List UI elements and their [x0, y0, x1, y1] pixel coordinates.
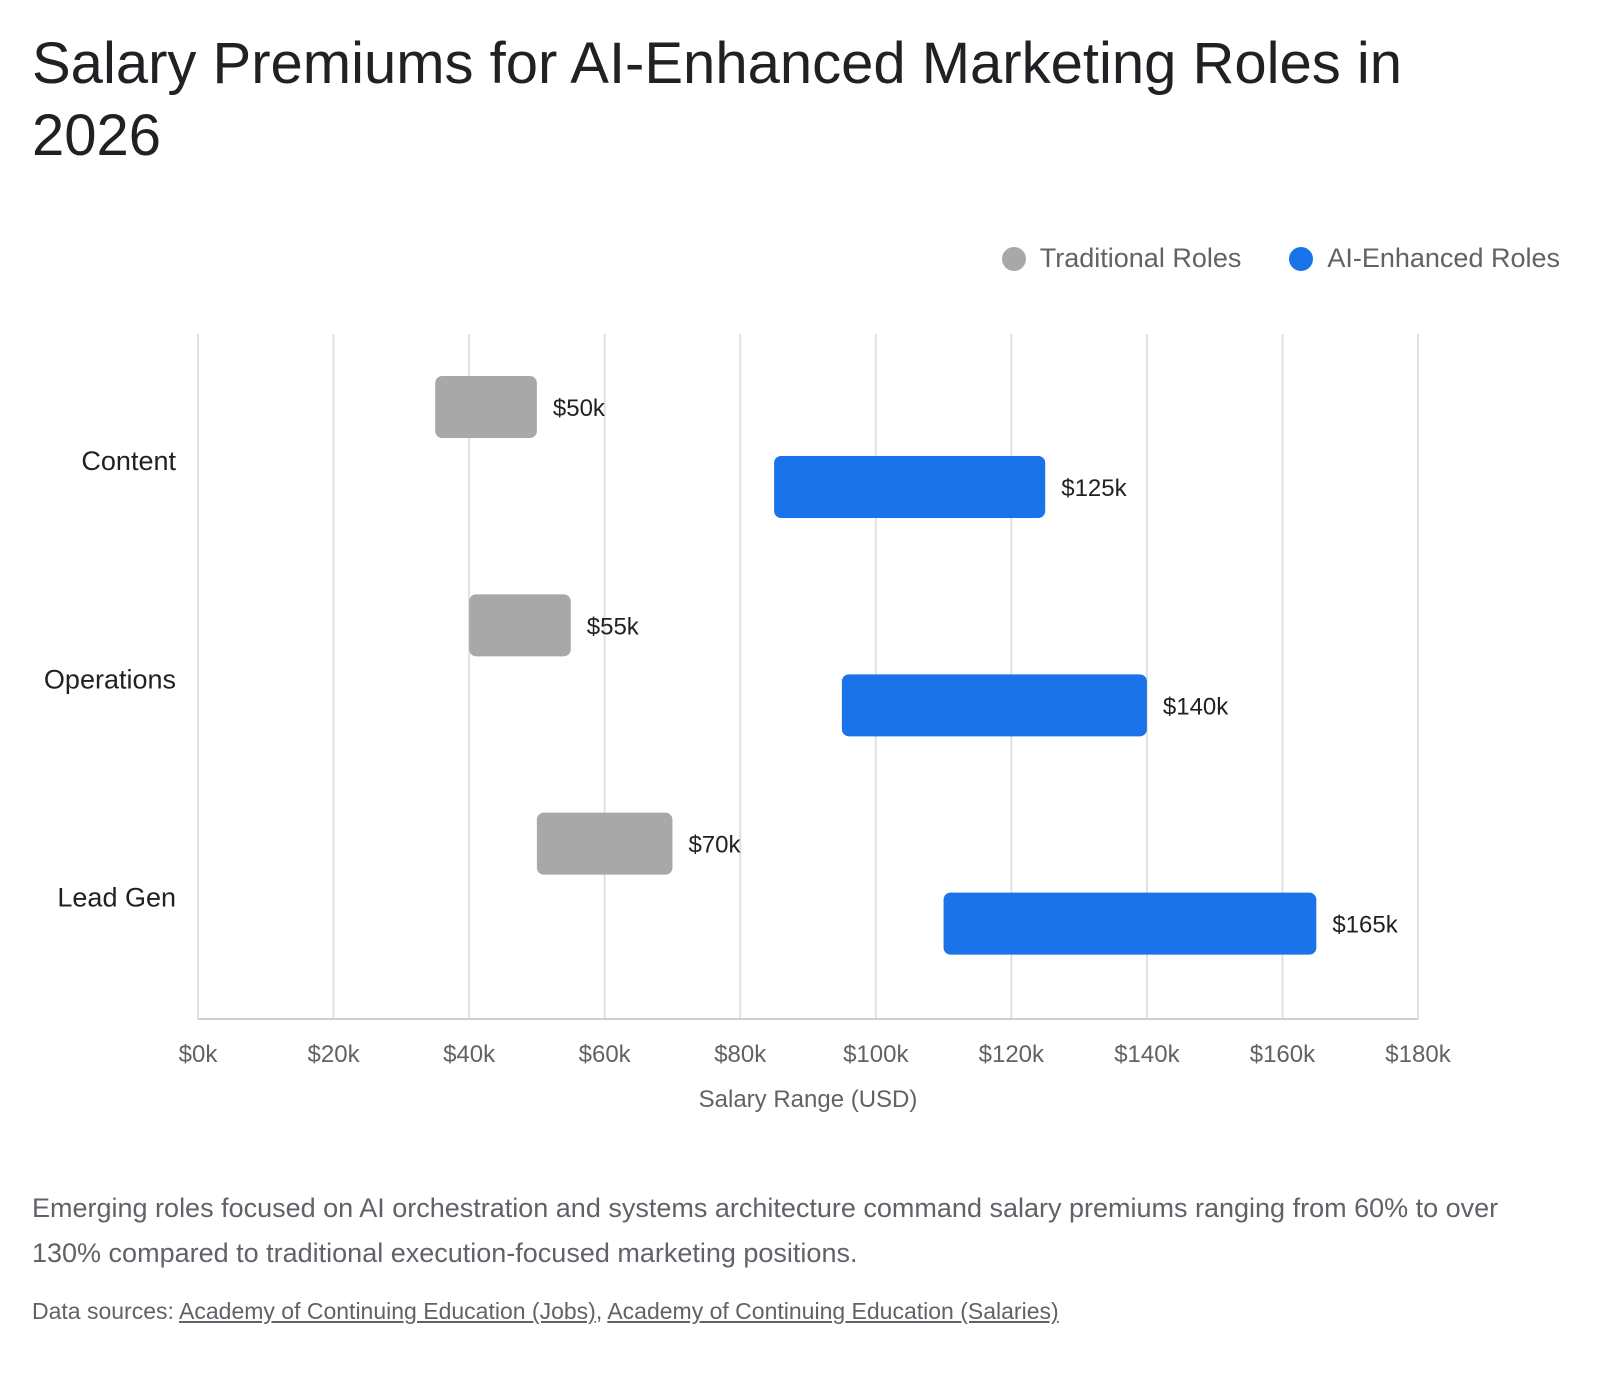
legend: Traditional Roles AI-Enhanced Roles	[1001, 243, 1560, 274]
bar-traditional	[469, 594, 571, 657]
bar-ai-enhanced	[943, 892, 1317, 955]
x-tick-label: $100k	[843, 1041, 909, 1068]
source-link-salaries[interactable]: Academy of Continuing Education (Salarie…	[607, 1298, 1059, 1324]
legend-swatch-ai	[1289, 246, 1314, 271]
bar-ai-enhanced	[774, 456, 1046, 518]
bar-value-label: $50k	[553, 395, 606, 422]
bar-ai-enhanced	[841, 674, 1147, 737]
x-tick-label: $20k	[308, 1041, 361, 1068]
bar-value-label: $125k	[1061, 475, 1127, 502]
data-sources: Data sources: Academy of Continuing Educ…	[32, 1298, 1059, 1325]
x-tick-label: $60k	[579, 1041, 632, 1068]
category-label: Content	[81, 446, 176, 476]
bar-traditional	[435, 376, 537, 438]
x-tick-label: $140k	[1114, 1041, 1180, 1068]
sources-separator: ,	[595, 1298, 603, 1324]
x-tick-label: $120k	[979, 1041, 1045, 1068]
bar-traditional	[536, 812, 673, 875]
legend-item-traditional[interactable]: Traditional Roles	[1001, 243, 1242, 274]
legend-item-ai[interactable]: AI-Enhanced Roles	[1289, 243, 1560, 274]
x-tick-label: $80k	[714, 1041, 767, 1068]
category-label: Lead Gen	[57, 883, 176, 913]
x-tick-label: $40k	[443, 1041, 496, 1068]
sources-prefix: Data sources:	[32, 1298, 174, 1324]
x-tick-label: $0k	[179, 1041, 219, 1068]
x-tick-label: $180k	[1385, 1041, 1451, 1068]
legend-label-ai: AI-Enhanced Roles	[1327, 243, 1560, 273]
bar-value-label: $55k	[587, 613, 640, 640]
legend-swatch-traditional	[1001, 246, 1026, 271]
category-label: Operations	[44, 664, 176, 694]
salary-range-chart: $0k $20k $40k $60k $80k $100k $120k $140k $160k $…	[44, 334, 1452, 1113]
bar-value-label: $140k	[1163, 693, 1229, 720]
x-tick-label: $160k	[1250, 1041, 1316, 1068]
bar-value-label: $165k	[1332, 912, 1398, 939]
legend-label-traditional: Traditional Roles	[1039, 243, 1242, 273]
x-axis-title: Salary Range (USD)	[699, 1086, 918, 1113]
source-link-jobs[interactable]: Academy of Continuing Education (Jobs)	[179, 1298, 596, 1324]
bar-value-label: $70k	[688, 832, 741, 859]
chart-note: Emerging roles focused on AI orchestrati…	[32, 1193, 1499, 1268]
chart-title: Salary Premiums for AI-Enhanced Marketin…	[32, 31, 1403, 168]
